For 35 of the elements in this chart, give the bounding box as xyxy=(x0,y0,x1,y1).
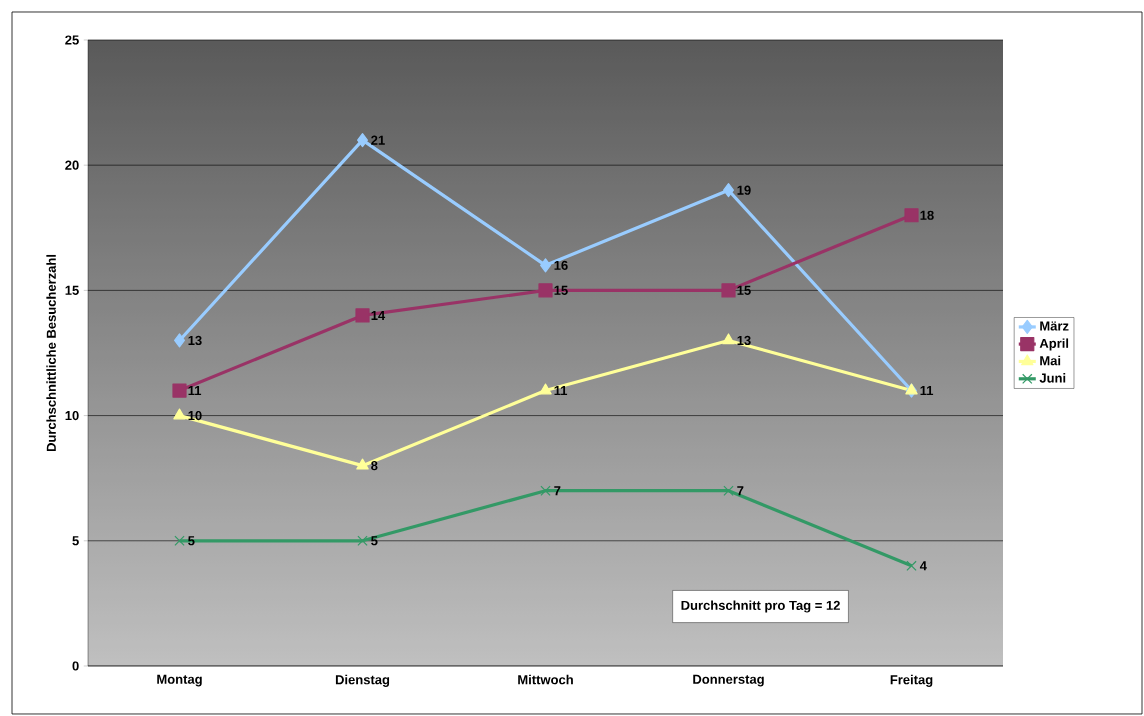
data-label: 21 xyxy=(371,135,385,145)
x-tick-label: Montag xyxy=(157,674,202,687)
data-label: 15 xyxy=(554,285,568,295)
y-tick-label: 25 xyxy=(65,35,79,45)
y-axis-title: Durchschnittliche Besucherzahl xyxy=(46,254,56,452)
y-tick-label: 20 xyxy=(65,160,79,170)
legend-label: Juni xyxy=(1039,373,1066,383)
data-label: 11 xyxy=(554,386,568,396)
data-label: 13 xyxy=(737,335,751,346)
legend-label: April xyxy=(1039,338,1069,351)
x-tick-label: Freitag xyxy=(890,674,933,687)
data-label: 15 xyxy=(737,285,751,295)
annotation: Durchschnitt pro Tag = 12 xyxy=(681,600,840,613)
data-label: 8 xyxy=(371,461,378,471)
data-label: 4 xyxy=(919,561,927,571)
data-label: 7 xyxy=(554,486,561,496)
data-label: 7 xyxy=(737,486,744,496)
x-tick-label: Mittwoch xyxy=(518,674,573,685)
data-label: 16 xyxy=(554,260,568,270)
legend-label: Mai xyxy=(1040,355,1061,366)
data-label: 18 xyxy=(920,210,934,220)
y-tick-label: 15 xyxy=(65,285,79,295)
data-label: 11 xyxy=(188,386,202,396)
data-label: 10 xyxy=(188,410,202,421)
data-label: 19 xyxy=(737,185,751,195)
data-label: 5 xyxy=(188,536,195,546)
y-tick-label: 10 xyxy=(65,410,79,421)
data-label: 11 xyxy=(920,386,934,396)
x-tick-label: Dienstag xyxy=(335,674,390,687)
legend-label: März xyxy=(1040,321,1069,331)
y-tick-label: 5 xyxy=(72,536,79,546)
y-tick-label: 0 xyxy=(72,661,79,671)
x-tick-label: Donnerstag xyxy=(693,674,764,687)
data-label: 13 xyxy=(188,335,202,346)
data-label: 5 xyxy=(371,536,378,546)
